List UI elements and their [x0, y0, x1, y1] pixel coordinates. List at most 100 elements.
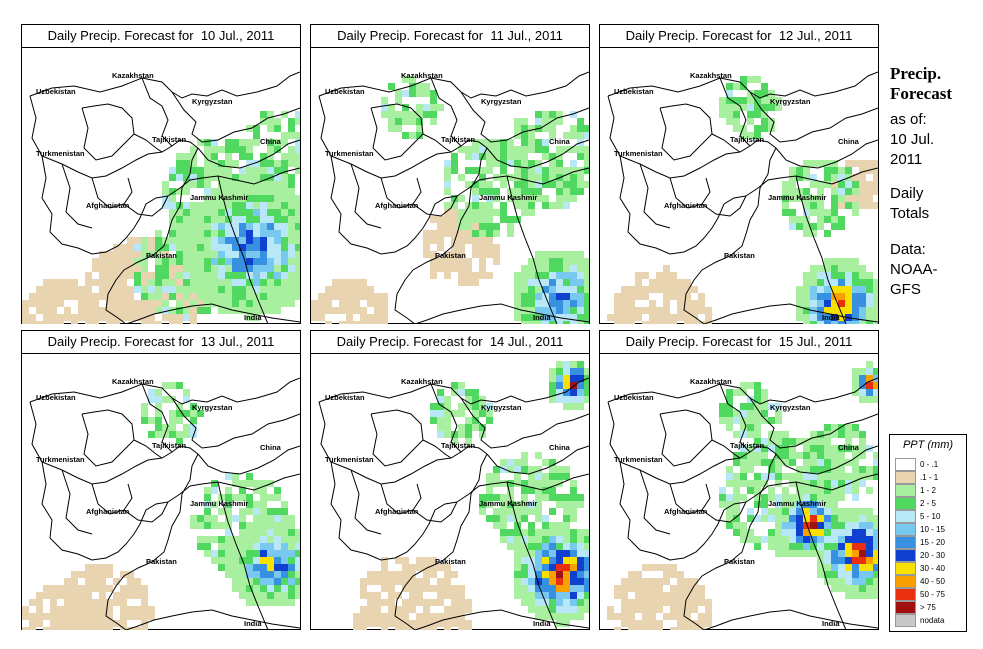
precip-cell — [852, 375, 859, 382]
precip-cell — [50, 314, 57, 321]
precip-cell — [232, 223, 239, 230]
precip-cell — [218, 536, 225, 543]
precip-cell — [134, 592, 141, 599]
precip-cell — [162, 382, 169, 389]
precip-cell — [859, 564, 866, 571]
precip-cell — [169, 272, 176, 279]
precip-cell — [204, 223, 211, 230]
precip-cell — [719, 403, 726, 410]
precip-cell — [493, 188, 500, 195]
precip-cell — [747, 104, 754, 111]
map-label-kazakhstan: Kazakhstan — [690, 377, 732, 386]
precip-cell — [458, 382, 465, 389]
precip-cell — [577, 571, 584, 578]
precip-cell — [183, 181, 190, 188]
precip-cell — [444, 174, 451, 181]
precip-cell — [253, 585, 260, 592]
precip-cell — [246, 160, 253, 167]
precip-cell — [556, 396, 563, 403]
precip-cell — [113, 321, 120, 324]
precip-cell — [148, 389, 155, 396]
precip-cell — [577, 613, 584, 620]
precip-cell — [253, 515, 260, 522]
precip-cell — [218, 174, 225, 181]
precip-cell — [204, 300, 211, 307]
precip-cell — [239, 188, 246, 195]
precip-cell — [274, 118, 281, 125]
precip-cell — [99, 571, 106, 578]
precip-cell — [423, 564, 430, 571]
precip-cell — [267, 251, 274, 258]
precip-cell — [444, 160, 451, 167]
precip-cell — [120, 307, 127, 314]
precip-cell — [64, 585, 71, 592]
precip-cell — [796, 174, 803, 181]
precip-cell — [866, 578, 873, 585]
precip-cell — [197, 258, 204, 265]
precip-cell — [514, 195, 521, 202]
precip-cell — [563, 473, 570, 480]
precip-cell — [197, 279, 204, 286]
precip-cell — [141, 403, 148, 410]
precip-cell — [873, 300, 878, 307]
precip-cell — [211, 139, 218, 146]
precip-cell — [761, 459, 768, 466]
precip-cell — [528, 300, 535, 307]
map-label-pakistan: Pakistan — [146, 251, 177, 260]
precip-cell — [628, 613, 635, 620]
precip-cell — [274, 216, 281, 223]
precip-cell — [274, 592, 281, 599]
precip-cell — [444, 188, 451, 195]
precip-cell — [225, 494, 232, 501]
precip-cell — [838, 473, 845, 480]
precip-cell — [374, 314, 381, 321]
precip-cell — [430, 585, 437, 592]
precip-cell — [528, 146, 535, 153]
precip-cell — [148, 251, 155, 258]
precip-cell — [852, 466, 859, 473]
precip-cell — [211, 167, 218, 174]
precip-cell — [472, 244, 479, 251]
precip-cell — [120, 592, 127, 599]
precip-cell — [360, 585, 367, 592]
precip-cell — [514, 522, 521, 529]
precip-cell — [204, 536, 211, 543]
precip-cell — [677, 293, 684, 300]
precip-cell — [549, 557, 556, 564]
precip-cell — [204, 209, 211, 216]
precip-cell — [246, 195, 253, 202]
precip-cell — [684, 613, 691, 620]
precip-cell — [416, 585, 423, 592]
precip-cell — [670, 627, 677, 630]
precip-cell — [211, 230, 218, 237]
precip-cell — [761, 83, 768, 90]
legend-swatch — [895, 497, 916, 510]
precip-cell — [458, 424, 465, 431]
precip-cell — [824, 452, 831, 459]
precip-cell — [288, 216, 295, 223]
precip-cell — [246, 536, 253, 543]
map-label-tajikistan: Tajikistan — [441, 441, 475, 450]
precip-cell — [803, 230, 810, 237]
panel-title: Daily Precip. Forecast for 13 Jul., 2011 — [47, 334, 275, 349]
precip-cell — [542, 146, 549, 153]
precip-cell — [563, 466, 570, 473]
precip-cell — [628, 627, 635, 630]
precip-cell — [754, 494, 761, 501]
precip-cell — [817, 487, 824, 494]
precip-cell — [684, 321, 691, 324]
precip-cell — [817, 286, 824, 293]
precip-cell — [472, 188, 479, 195]
precip-cell — [859, 202, 866, 209]
map-label-turkmenistan: Turkmenistan — [614, 455, 663, 464]
precip-cell — [528, 195, 535, 202]
precip-cell — [873, 452, 878, 459]
precip-cell — [465, 258, 472, 265]
precip-cell — [563, 508, 570, 515]
precip-cell — [246, 188, 253, 195]
precip-cell — [535, 501, 542, 508]
precip-cell — [859, 396, 866, 403]
precip-cell — [852, 550, 859, 557]
precip-cell — [246, 181, 253, 188]
precip-cell — [246, 230, 253, 237]
